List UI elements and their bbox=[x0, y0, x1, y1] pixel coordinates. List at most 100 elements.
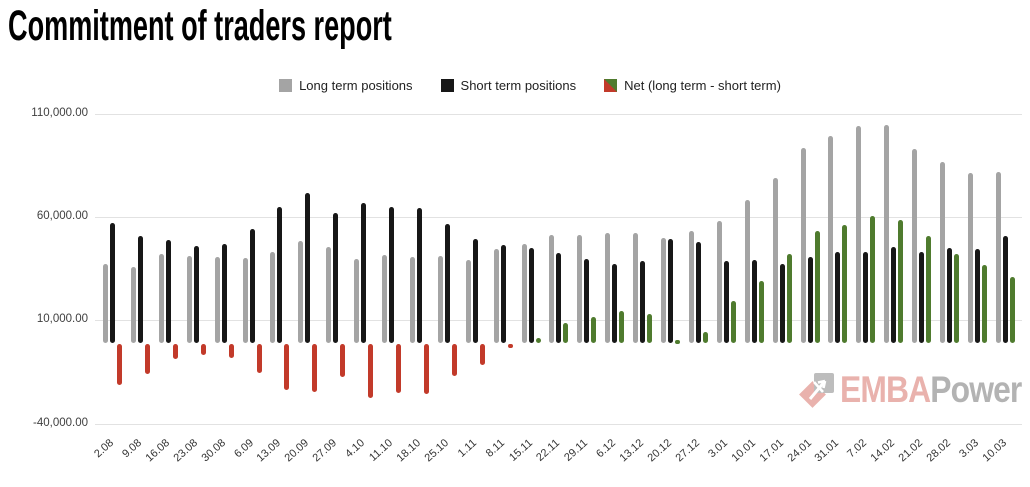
bar-net[interactable] bbox=[312, 344, 318, 392]
bar-net[interactable] bbox=[117, 344, 122, 385]
bar-long-term[interactable] bbox=[940, 162, 945, 344]
bar-net[interactable] bbox=[423, 344, 429, 394]
bar-long-term[interactable] bbox=[661, 237, 666, 344]
bar-long-term[interactable] bbox=[884, 124, 890, 344]
bar-short-term[interactable] bbox=[947, 247, 952, 344]
bar-net[interactable] bbox=[284, 344, 290, 390]
bar-net[interactable] bbox=[981, 265, 987, 344]
bar-short-term[interactable] bbox=[723, 261, 729, 344]
bar-net[interactable] bbox=[368, 344, 374, 399]
bar-short-term[interactable] bbox=[584, 259, 590, 344]
bar-long-term[interactable] bbox=[298, 240, 304, 344]
bar-net[interactable] bbox=[144, 344, 150, 375]
bar-net[interactable] bbox=[786, 254, 792, 344]
bar-long-term[interactable] bbox=[688, 231, 694, 344]
bar-net[interactable] bbox=[842, 225, 848, 344]
bar-net[interactable] bbox=[256, 344, 262, 374]
bar-long-term[interactable] bbox=[772, 177, 778, 344]
bar-short-term[interactable] bbox=[640, 261, 646, 344]
bar-short-term[interactable] bbox=[500, 244, 506, 344]
bar-long-term[interactable] bbox=[465, 260, 471, 344]
bar-net[interactable] bbox=[479, 344, 485, 365]
bar-long-term[interactable] bbox=[409, 257, 415, 344]
bar-long-term[interactable] bbox=[605, 233, 611, 344]
bar-long-term[interactable] bbox=[521, 243, 527, 344]
bar-net[interactable] bbox=[340, 344, 346, 378]
bar-net[interactable] bbox=[702, 331, 708, 344]
bar-long-term[interactable] bbox=[382, 255, 387, 344]
bar-short-term[interactable] bbox=[277, 206, 283, 344]
bar-net[interactable] bbox=[814, 231, 820, 344]
bar-long-term[interactable] bbox=[242, 258, 248, 344]
bar-long-term[interactable] bbox=[716, 220, 722, 344]
bar-short-term[interactable] bbox=[389, 206, 394, 344]
bar-short-term[interactable] bbox=[556, 253, 562, 344]
bar-long-term[interactable] bbox=[967, 173, 973, 344]
bar-short-term[interactable] bbox=[249, 229, 255, 344]
bar-net[interactable] bbox=[730, 300, 736, 344]
bar-short-term[interactable] bbox=[416, 207, 422, 344]
bar-short-term[interactable] bbox=[1002, 236, 1008, 344]
bar-net[interactable] bbox=[172, 344, 178, 359]
bar-short-term[interactable] bbox=[361, 203, 367, 344]
bar-long-term[interactable] bbox=[270, 251, 276, 344]
bar-net[interactable] bbox=[396, 344, 401, 393]
bar-long-term[interactable] bbox=[828, 136, 834, 344]
bar-long-term[interactable] bbox=[326, 246, 332, 344]
bar-long-term[interactable] bbox=[856, 125, 862, 344]
bar-short-term[interactable] bbox=[165, 239, 171, 344]
bar-short-term[interactable] bbox=[668, 238, 673, 344]
bar-long-term[interactable] bbox=[103, 264, 108, 344]
bar-long-term[interactable] bbox=[493, 248, 499, 344]
bar-long-term[interactable] bbox=[130, 267, 136, 344]
bar-net[interactable] bbox=[619, 310, 625, 344]
bar-net[interactable] bbox=[954, 254, 959, 344]
bar-short-term[interactable] bbox=[974, 248, 980, 344]
bar-short-term[interactable] bbox=[863, 251, 869, 344]
bar-net[interactable] bbox=[200, 344, 206, 355]
bar-short-term[interactable] bbox=[221, 243, 227, 344]
bar-net[interactable] bbox=[507, 344, 513, 349]
bar-short-term[interactable] bbox=[891, 246, 897, 344]
bar-net[interactable] bbox=[647, 313, 653, 344]
legend-item-long-term[interactable]: Long term positions bbox=[279, 78, 413, 93]
bar-long-term[interactable] bbox=[912, 148, 918, 344]
bar-short-term[interactable] bbox=[305, 193, 311, 344]
bar-short-term[interactable] bbox=[333, 212, 339, 344]
bar-long-term[interactable] bbox=[214, 257, 220, 344]
bar-long-term[interactable] bbox=[995, 172, 1001, 344]
bar-net[interactable] bbox=[535, 337, 541, 344]
bar-long-term[interactable] bbox=[186, 256, 192, 344]
legend-item-short-term[interactable]: Short term positions bbox=[440, 78, 576, 93]
bar-net[interactable] bbox=[451, 344, 457, 377]
bar-net[interactable] bbox=[228, 344, 234, 358]
bar-short-term[interactable] bbox=[919, 251, 925, 344]
bar-short-term[interactable] bbox=[137, 236, 143, 344]
bar-long-term[interactable] bbox=[577, 235, 583, 344]
bar-short-term[interactable] bbox=[695, 241, 701, 344]
bar-short-term[interactable] bbox=[807, 257, 813, 344]
bar-short-term[interactable] bbox=[528, 247, 534, 344]
bar-net[interactable] bbox=[675, 339, 680, 344]
bar-net[interactable] bbox=[870, 215, 876, 344]
bar-short-term[interactable] bbox=[751, 260, 757, 344]
bar-net[interactable] bbox=[591, 317, 597, 344]
bar-net[interactable] bbox=[758, 280, 764, 344]
bar-long-term[interactable] bbox=[158, 254, 164, 344]
bar-short-term[interactable] bbox=[472, 238, 478, 344]
bar-long-term[interactable] bbox=[633, 233, 639, 344]
bar-short-term[interactable] bbox=[110, 223, 115, 344]
bar-short-term[interactable] bbox=[193, 245, 199, 344]
bar-long-term[interactable] bbox=[549, 235, 555, 344]
bar-net[interactable] bbox=[926, 236, 932, 344]
bar-net[interactable] bbox=[898, 219, 904, 344]
legend-item-net[interactable]: Net (long term - short term) bbox=[604, 78, 781, 93]
bar-net[interactable] bbox=[1009, 276, 1015, 344]
bar-short-term[interactable] bbox=[779, 264, 785, 344]
bar-long-term[interactable] bbox=[800, 147, 806, 344]
bar-short-term[interactable] bbox=[835, 251, 841, 344]
bar-short-term[interactable] bbox=[612, 264, 618, 344]
bar-short-term[interactable] bbox=[444, 224, 450, 344]
bar-long-term[interactable] bbox=[437, 256, 443, 344]
bar-long-term[interactable] bbox=[354, 259, 360, 344]
